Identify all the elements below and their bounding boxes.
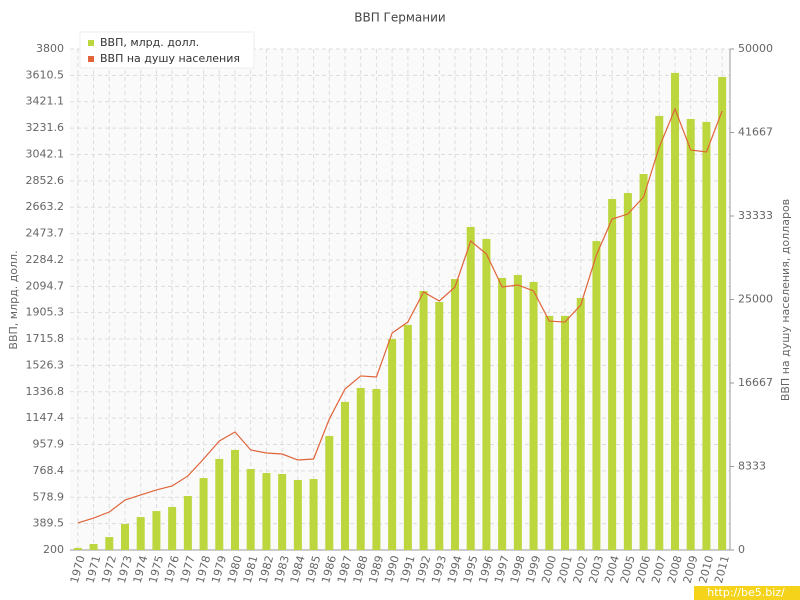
y2-tick-label: 50000 [738,42,773,55]
legend-label: ВВП на душу населения [100,52,240,65]
bar [121,523,129,550]
bar [341,401,349,550]
bar [309,479,318,550]
y-tick-label: 389.5 [33,517,65,530]
y-tick-label: 3231.6 [26,121,65,134]
bar [529,281,538,550]
legend-label: ВВП, млрд. долл. [100,36,199,49]
bar [576,297,585,550]
bar [623,193,632,550]
y2-axis-label: ВВП на душу населения, долларов [779,199,792,401]
bar [545,315,554,550]
bar [168,506,177,550]
bar [718,76,727,550]
y-tick-label: 1715.8 [26,332,65,345]
bar [702,121,711,550]
bar [513,275,522,550]
y-tick-label: 2284.2 [26,253,65,266]
bar [403,324,412,550]
y2-tick-label: 41667 [738,125,773,138]
bar [466,226,475,550]
legend-swatch [88,56,94,62]
plot-area [70,49,730,550]
bar [388,339,397,550]
y-tick-label: 3610.5 [26,68,65,81]
y2-tick-label: 8333 [738,460,766,473]
line [77,107,723,524]
bar [199,478,208,550]
y2-tick-label: 16667 [738,376,773,389]
legend-box [79,31,255,69]
bar [372,388,381,550]
bar [231,449,239,550]
bar [435,302,444,550]
y-tick-label: 3800 [36,42,64,55]
bar [246,469,255,550]
bar [89,544,98,550]
bar [592,241,601,551]
bar [183,496,192,550]
y2-tick-label: 33333 [738,209,773,222]
y-tick-label: 3042.1 [26,147,65,160]
y-tick-label: 957.9 [33,438,65,451]
y-axis-label: ВВП, млрд. долл. [7,250,20,349]
y-tick-label: 1526.3 [26,358,65,371]
bar [215,458,224,550]
bar [325,436,334,550]
bar [136,517,145,550]
y2-tick-label: 25000 [738,293,773,306]
bar [498,277,507,550]
bar [451,279,459,550]
y-tick-label: 1336.8 [26,385,65,398]
y-tick-label: 2852.6 [26,174,65,187]
bar [482,238,491,550]
y-tick-label: 2473.7 [26,227,65,240]
bar [419,291,428,550]
bar [655,115,664,551]
bar [73,547,82,550]
y-tick-label: 2094.7 [26,279,65,292]
chart-title: ВВП Германии [354,11,445,25]
watermark-bg [694,586,800,600]
bar [293,479,302,550]
watermark: http://be5.biz/ [707,586,785,599]
legend-swatch [88,40,94,46]
y2-tick-label: 0 [738,543,745,556]
y-tick-label: 200 [43,543,64,556]
bar [152,511,161,550]
y-tick-label: 3421.1 [26,95,65,108]
y-tick-label: 578.9 [33,490,65,503]
bar [639,173,648,550]
y-tick-label: 768.4 [33,464,65,477]
y-tick-label: 2663.2 [26,200,65,213]
bar [686,119,695,551]
bar [278,474,287,550]
bar [105,537,114,550]
y-tick-label: 1147.4 [26,411,65,424]
bar [608,199,617,550]
bar [262,473,271,550]
legend: ВВП, млрд. долл. ВВП на душу населения [79,31,255,69]
bar [671,72,679,550]
y-tick-label: 1905.3 [26,306,65,319]
bar [561,315,569,550]
bar [356,388,365,550]
